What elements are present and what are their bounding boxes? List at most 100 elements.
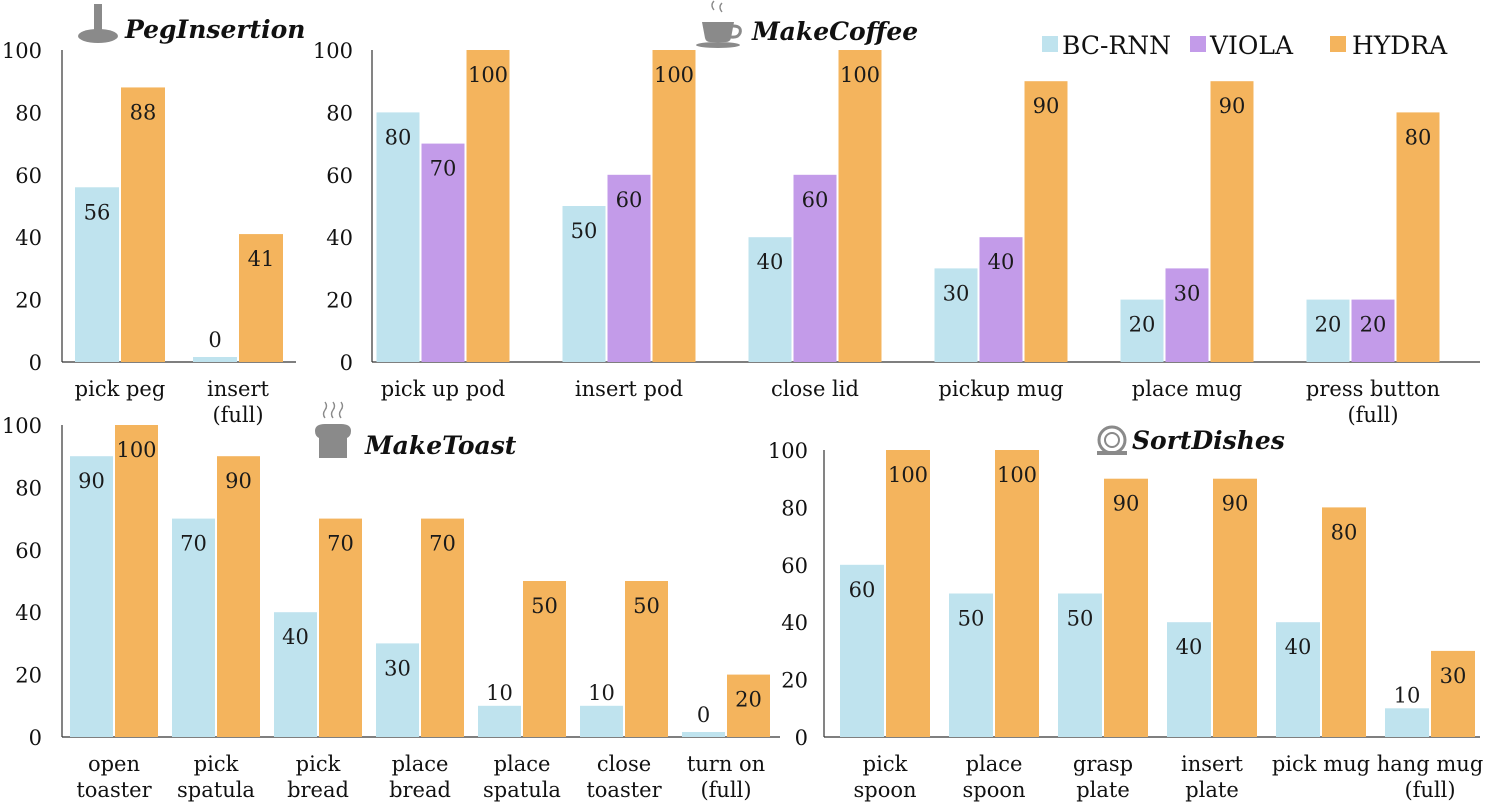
toast-value-label: 50 (633, 594, 660, 618)
coffee-value-label: 20 (1129, 313, 1156, 337)
coffee-xtick-label: pickup mug (938, 377, 1063, 401)
dishes-bar-bc_rnn (840, 564, 884, 737)
legend-swatch-bc_rnn (1042, 36, 1058, 52)
toast-xtick-label: bread (287, 778, 349, 802)
dishes-ytick-label: 60 (781, 554, 808, 578)
dishes-value-label: 40 (1176, 635, 1203, 659)
toast-ytick-label: 0 (29, 726, 42, 750)
coffee-value-label: 20 (1315, 313, 1342, 337)
coffee-bar-hydra (466, 50, 510, 362)
toast-value-label: 70 (180, 532, 207, 556)
toast-ytick-label: 20 (15, 664, 42, 688)
peg-value-label: 88 (130, 100, 157, 124)
toast-value-label: 10 (588, 681, 615, 705)
dishes-xtick-label: pick mug (1272, 752, 1370, 776)
dishes-bar-hydra (1213, 478, 1257, 737)
peg-bar-bc_rnn (193, 357, 237, 362)
toast-bar-bc_rnn (478, 705, 521, 737)
peg-ytick-label: 0 (29, 351, 42, 375)
coffee-bar-bc_rnn (748, 237, 792, 362)
toast-bar-hydra (625, 581, 668, 737)
peg-rod-shape (94, 4, 102, 30)
toast-xtick-label: place (494, 752, 551, 776)
dishes-xtick-label: insert (1181, 752, 1243, 776)
toast-value-label: 100 (116, 438, 156, 462)
peg-xtick-label: (full) (212, 403, 263, 427)
dishes-value-label: 90 (1113, 492, 1140, 516)
dishes-value-label: 100 (997, 463, 1037, 487)
coffee-bar-hydra (1210, 81, 1254, 362)
toast-ytick-label: 80 (15, 476, 42, 500)
toast-xtick-label: toaster (586, 778, 662, 802)
coffee-value-label: 30 (1174, 281, 1201, 305)
toast-xtick-label: pick (296, 752, 341, 776)
coffee-xtick-label: (full) (1347, 403, 1398, 427)
peg-ytick-label: 80 (15, 101, 42, 125)
coffee-xtick-label: close lid (771, 377, 859, 401)
dishes-xtick-label: place (966, 752, 1023, 776)
coffee-value-label: 70 (430, 157, 457, 181)
coffee-ytick-label: 40 (326, 226, 353, 250)
dishes-value-label: 30 (1440, 664, 1467, 688)
coffee-value-label: 90 (1033, 94, 1060, 118)
coffee-value-label: 40 (757, 250, 784, 274)
dishes-bar-bc_rnn (1167, 622, 1211, 737)
dishes-bar-bc_rnn (1058, 593, 1102, 737)
toast-bar-bc_rnn (682, 732, 725, 737)
toast-bar-hydra (421, 518, 464, 737)
coffee-value-label: 60 (802, 188, 829, 212)
dishes-bar-bc_rnn (949, 593, 993, 737)
dishes-ytick-label: 20 (781, 669, 808, 693)
toast-value-label: 30 (384, 656, 411, 680)
coffee-bar-hydra (1396, 112, 1440, 363)
toast-xtick-label: pick (194, 752, 239, 776)
toast-value-label: 90 (225, 469, 252, 493)
coffee-bar-bc_rnn (562, 206, 606, 362)
coffee-ytick-label: 20 (326, 289, 353, 313)
toast-bar-bc_rnn (376, 643, 419, 737)
toast-xtick-label: toaster (76, 778, 152, 802)
peg-ytick-label: 100 (2, 39, 42, 63)
coffee-bar-bc_rnn (376, 112, 420, 363)
toast-value-label: 90 (78, 469, 105, 493)
dishes-ytick-label: 100 (768, 439, 808, 463)
toast-value-label: 10 (486, 681, 513, 705)
dishes-xtick-label: plate (1185, 778, 1239, 802)
dishes-value-label: 100 (888, 463, 928, 487)
peg-icon (78, 4, 118, 43)
dishes-value-label: 80 (1331, 520, 1358, 544)
toast-value-label: 20 (735, 688, 762, 712)
legend-label-bc_rnn: BC-RNN (1062, 31, 1171, 60)
steam-shape (711, 0, 723, 13)
plate-icon (1097, 425, 1127, 455)
toast-ytick-label: 60 (15, 539, 42, 563)
toast-xtick-label: turn on (687, 752, 765, 776)
coffee-cup-icon (696, 0, 742, 48)
toast-xtick-label: place (392, 752, 449, 776)
toast-xtick-label: open (88, 752, 140, 776)
toast-xtick-label: spatula (483, 778, 561, 802)
peg-value-label: 0 (208, 328, 221, 352)
toast-xtick-label: bread (389, 778, 451, 802)
coffee-bar-hydra (838, 50, 882, 362)
coffee-ytick-label: 80 (326, 101, 353, 125)
coffee-bar-hydra (652, 50, 696, 362)
toast-value-label: 40 (282, 625, 309, 649)
coffee-value-label: 100 (840, 63, 880, 87)
peg-value-label: 56 (84, 200, 111, 224)
peg-xtick-label: insert (207, 377, 269, 401)
peg-ytick-label: 60 (15, 164, 42, 188)
toast-value-label: 50 (531, 594, 558, 618)
toast-title: MakeToast (364, 431, 517, 460)
coffee-xtick-label: place mug (1132, 377, 1242, 401)
coffee-bar-viola (1351, 299, 1395, 362)
coffee-ytick-label: 0 (340, 351, 353, 375)
dishes-xtick-label: plate (1076, 778, 1130, 802)
toast-ytick-label: 100 (2, 414, 42, 438)
toast-xtick-label: spatula (177, 778, 255, 802)
toast-bar-bc_rnn (70, 456, 113, 737)
steam-shape (322, 401, 344, 419)
toast-ytick-label: 40 (15, 601, 42, 625)
coffee-value-label: 100 (654, 63, 694, 87)
